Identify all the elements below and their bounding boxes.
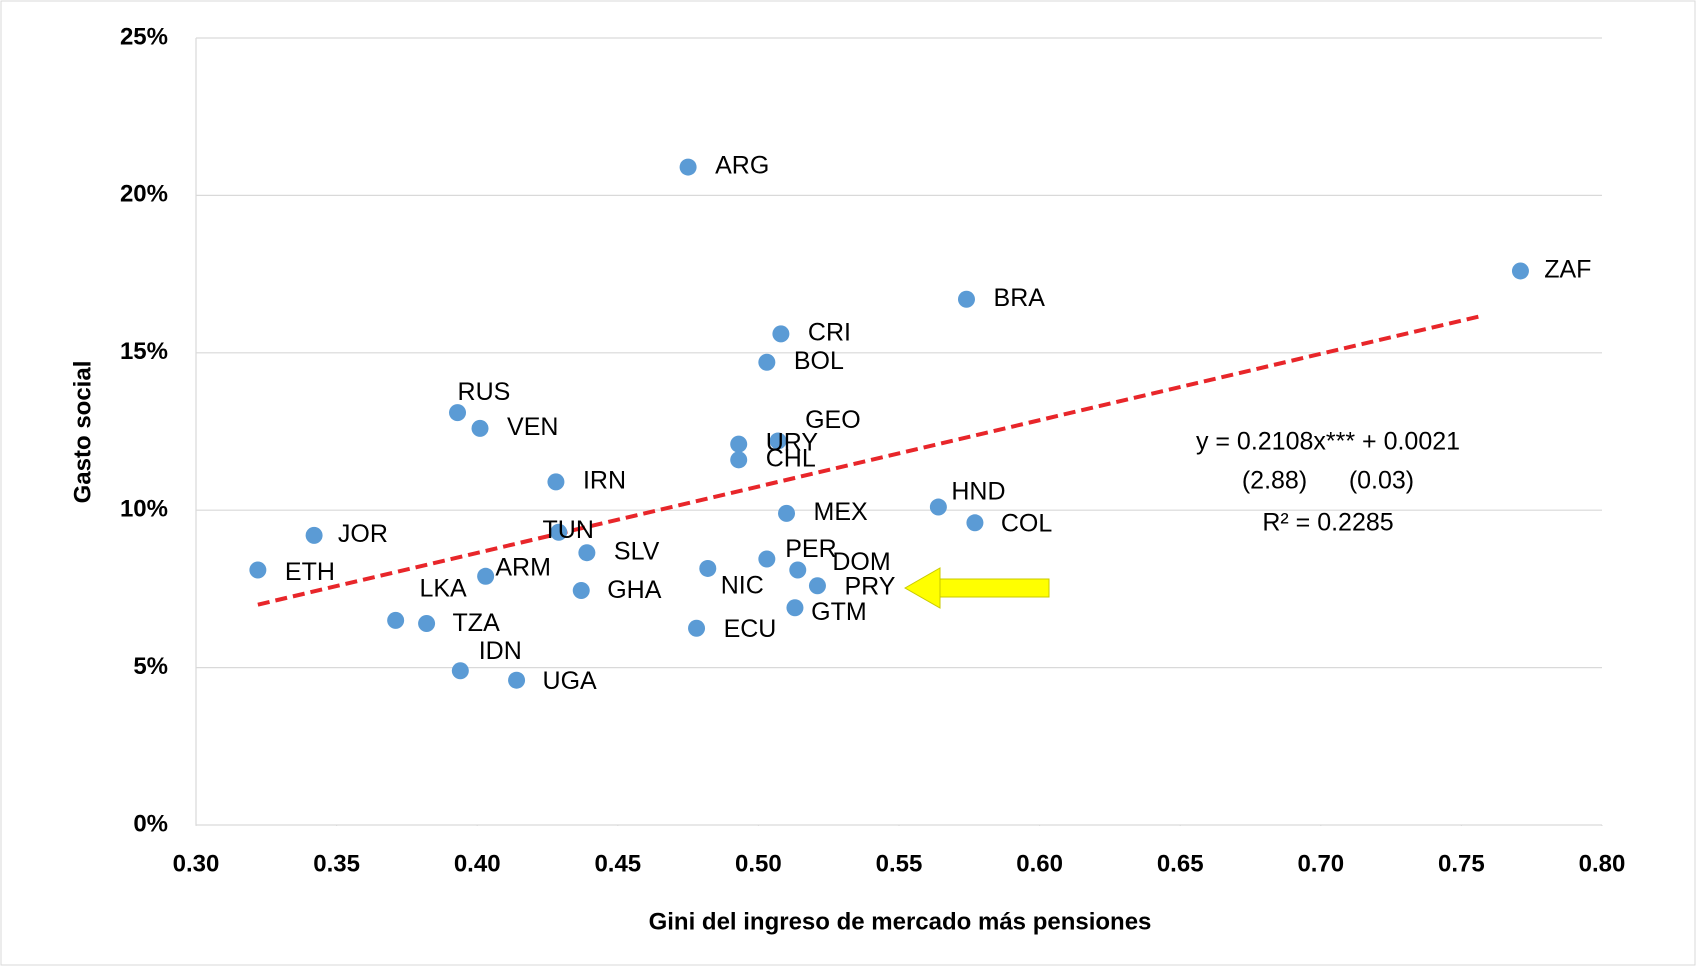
point xyxy=(966,514,984,532)
point xyxy=(572,581,590,599)
point-label: RUS xyxy=(458,378,511,406)
point-label: UGA xyxy=(543,667,598,695)
point-label: JOR xyxy=(338,520,388,548)
point-label: VEN xyxy=(507,413,558,441)
point xyxy=(730,435,748,453)
point-label: GTM xyxy=(811,598,867,626)
point xyxy=(550,523,568,541)
trendline xyxy=(257,313,1485,607)
point-label: CHL xyxy=(766,444,816,472)
point-label: LKA xyxy=(419,575,467,603)
point xyxy=(305,526,323,544)
x-tick-label: 0.50 xyxy=(735,850,782,877)
point-label: PER xyxy=(785,535,836,563)
point xyxy=(1511,262,1529,280)
point-label: SLV xyxy=(614,537,660,565)
point-label: MEX xyxy=(814,498,869,526)
point xyxy=(471,419,489,437)
point-label: BRA xyxy=(994,284,1046,312)
x-tick-label: 0.40 xyxy=(454,850,501,877)
equation-text: (2.88) (0.03) xyxy=(1242,467,1414,495)
y-tick-label: 25% xyxy=(120,23,168,50)
point-label: PRY xyxy=(844,573,895,601)
point xyxy=(688,619,706,637)
point-label: CRI xyxy=(808,319,851,347)
point-label: ZAF xyxy=(1544,256,1591,284)
point xyxy=(769,432,787,450)
point xyxy=(758,550,776,568)
point xyxy=(387,611,405,629)
x-tick-label: 0.65 xyxy=(1157,850,1204,877)
point xyxy=(699,559,717,577)
x-tick-label: 0.45 xyxy=(594,850,641,877)
y-tick-label: 15% xyxy=(120,338,168,365)
point xyxy=(758,353,776,371)
y-tick-label: 10% xyxy=(120,496,168,523)
point xyxy=(451,662,469,680)
x-tick-label: 0.75 xyxy=(1438,850,1485,877)
point-label: IDN xyxy=(479,637,522,665)
x-tick-label: 0.35 xyxy=(313,850,360,877)
y-tick-label: 20% xyxy=(120,181,168,208)
point xyxy=(508,671,526,689)
y-axis-title: Gasto social xyxy=(69,361,96,504)
point xyxy=(477,567,495,585)
point-label: ARG xyxy=(715,152,769,180)
point-label: TZA xyxy=(453,609,501,637)
point-label: URY xyxy=(766,429,819,457)
point-label: GHA xyxy=(607,576,662,604)
equation-text: R² = 0.2285 xyxy=(1262,509,1393,537)
point xyxy=(789,561,807,579)
point xyxy=(249,561,267,579)
point-label: ARM xyxy=(495,553,551,581)
y-tick-label: 0% xyxy=(133,810,168,837)
point-label: IRN xyxy=(583,466,626,494)
point xyxy=(730,451,748,469)
x-tick-label: 0.70 xyxy=(1297,850,1344,877)
point xyxy=(786,599,804,617)
y-tick-label: 5% xyxy=(133,653,168,680)
point xyxy=(449,404,467,422)
point-label: ECU xyxy=(724,615,777,643)
point-label: TUN xyxy=(543,516,594,544)
x-tick-label: 0.60 xyxy=(1016,850,1063,877)
point xyxy=(418,615,436,633)
point xyxy=(808,577,826,595)
point-label: BOL xyxy=(794,347,844,375)
pointer-arrow xyxy=(903,567,1050,609)
point xyxy=(547,473,565,491)
point-label: COL xyxy=(1001,510,1052,538)
point-label: HND xyxy=(951,478,1005,506)
point xyxy=(679,158,697,176)
point-label: DOM xyxy=(832,548,890,576)
point-label: GEO xyxy=(805,406,861,434)
point xyxy=(578,544,596,562)
point xyxy=(929,498,947,516)
x-tick-label: 0.80 xyxy=(1579,850,1626,877)
point-label: NIC xyxy=(721,571,764,599)
point-label: ETH xyxy=(285,558,335,586)
x-tick-label: 0.30 xyxy=(173,850,220,877)
point xyxy=(772,325,790,343)
x-axis-title: Gini del ingreso de mercado más pensione… xyxy=(649,908,1152,935)
point xyxy=(957,290,975,308)
equation-text: y = 0.2108x*** + 0.0021 xyxy=(1196,428,1460,456)
x-tick-label: 0.55 xyxy=(876,850,923,877)
point xyxy=(778,504,796,522)
